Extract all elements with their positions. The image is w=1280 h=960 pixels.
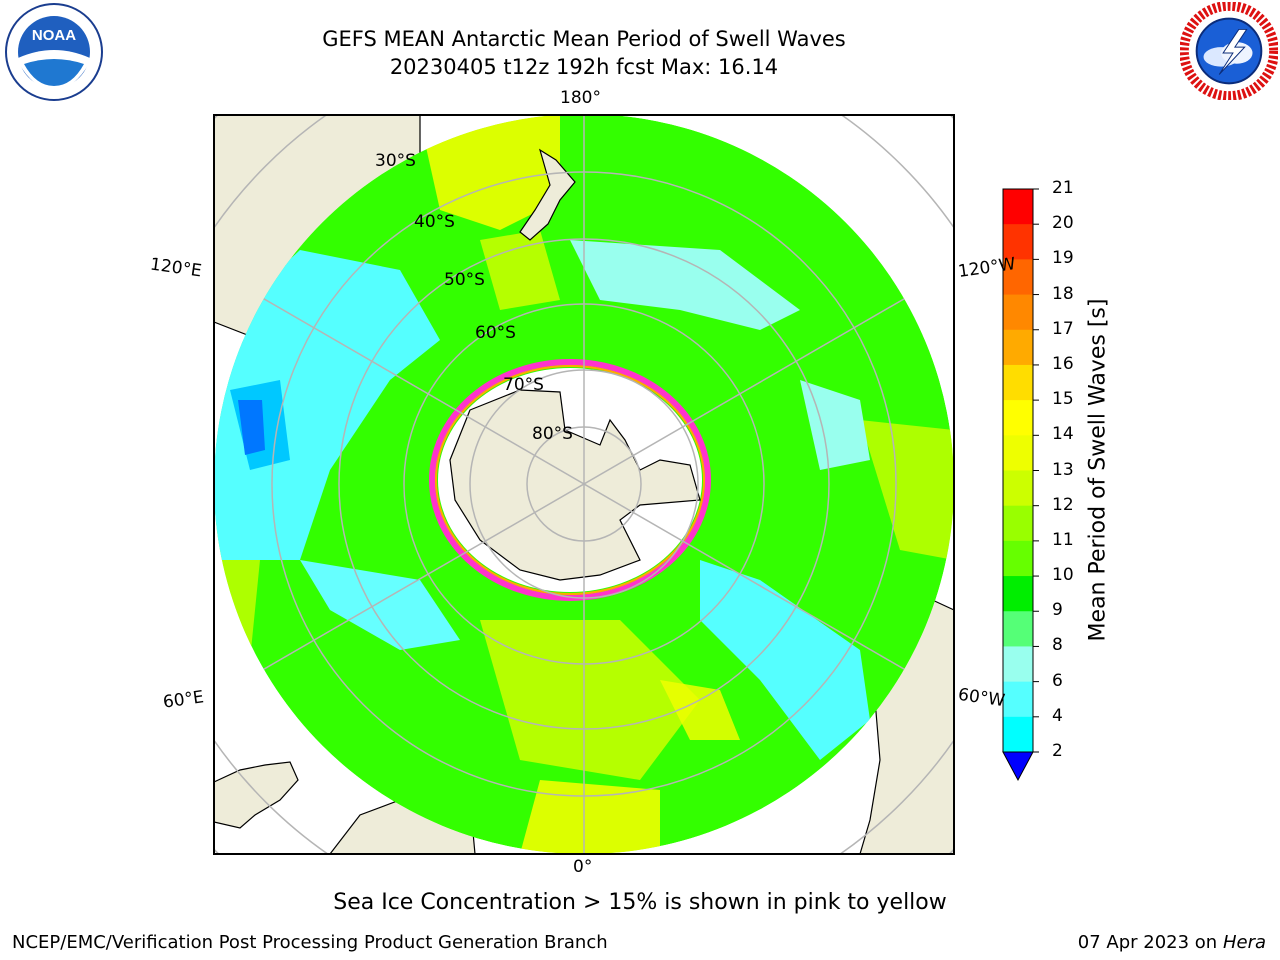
footer-machine: Hera xyxy=(1222,932,1266,953)
colorbar-box xyxy=(1003,470,1033,507)
colorbar-tick-label: 8 xyxy=(1052,635,1063,656)
colorbar-tick-label: 16 xyxy=(1052,353,1074,374)
lat-label-70s: 70°S xyxy=(503,375,544,395)
colorbar-tick-label: 14 xyxy=(1052,424,1074,445)
colorbar-box xyxy=(1003,400,1033,436)
colorbar xyxy=(1002,188,1039,782)
sea-ice-note: Sea Ice Concentration > 15% is shown in … xyxy=(333,890,947,915)
colorbar-box xyxy=(1003,716,1033,753)
colorbar-tick-label: 2 xyxy=(1052,741,1063,761)
colorbar-box xyxy=(1003,259,1033,296)
noaa-logo-text: NOAA xyxy=(32,27,76,44)
lat-label-80s: 80°S xyxy=(532,424,573,444)
lat-label-30s: 30°S xyxy=(375,151,416,171)
colorbar-box xyxy=(1003,294,1033,331)
footer-date: 07 Apr 2023 on Hera xyxy=(1078,932,1266,953)
colorbar-extend-min xyxy=(1002,751,1034,782)
map-frame xyxy=(213,114,955,855)
colorbar-box xyxy=(1003,576,1033,612)
colorbar-label: Mean Period of Swell Waves [s] xyxy=(1085,298,1111,642)
lon-label-0: 0° xyxy=(573,857,593,877)
colorbar-tick-label: 15 xyxy=(1052,389,1074,410)
colorbar-box xyxy=(1003,329,1033,366)
colorbar-tick-label: 18 xyxy=(1052,283,1074,304)
colorbar-box xyxy=(1003,364,1033,401)
colorbar-tick-label: 6 xyxy=(1052,670,1063,691)
sea-ice-edge xyxy=(429,359,711,601)
lat-label-50s: 50°S xyxy=(444,270,485,290)
colorbar-tick-label: 9 xyxy=(1052,600,1063,621)
colorbar-box xyxy=(1003,681,1033,718)
colorbar-tick-label: 20 xyxy=(1052,213,1074,234)
colorbar-tick-label: 4 xyxy=(1052,705,1063,726)
footer-date-text: 07 Apr 2023 on xyxy=(1077,932,1223,953)
lat-label-60s: 60°S xyxy=(475,323,516,343)
colorbar-tick-label: 10 xyxy=(1052,565,1074,586)
antarctica-landmass xyxy=(449,389,701,581)
colorbar-box xyxy=(1003,646,1033,683)
colorbar-tick-label: 11 xyxy=(1052,529,1074,550)
lon-label-180: 180° xyxy=(560,88,601,108)
map-subtitle: 20230405 t12z 192h fcst Max: 16.14 xyxy=(389,55,779,79)
nws-logo xyxy=(1180,2,1278,100)
colorbar-tick-label: 21 xyxy=(1052,178,1074,198)
colorbar-tick-label: 17 xyxy=(1052,318,1074,339)
lat-label-40s: 40°S xyxy=(414,212,455,232)
colorbar-tick-label: 19 xyxy=(1052,248,1074,269)
colorbar-box xyxy=(1003,224,1033,260)
colorbar-box xyxy=(1003,189,1033,225)
colorbar-box xyxy=(1003,540,1033,577)
footer-credit: NCEP/EMC/Verification Post Processing Pr… xyxy=(12,932,608,953)
map-title: GEFS MEAN Antarctic Mean Period of Swell… xyxy=(322,27,846,51)
noaa-logo: NOAA xyxy=(5,3,103,101)
map-area xyxy=(214,115,954,854)
colorbar-tick-label: 13 xyxy=(1052,459,1074,480)
colorbar-box xyxy=(1003,505,1033,542)
colorbar-box xyxy=(1003,611,1033,647)
graticule xyxy=(214,115,954,854)
colorbar-box xyxy=(1003,435,1033,471)
madagascar-landmass xyxy=(214,761,299,829)
colorbar-tick-label: 12 xyxy=(1052,494,1074,515)
